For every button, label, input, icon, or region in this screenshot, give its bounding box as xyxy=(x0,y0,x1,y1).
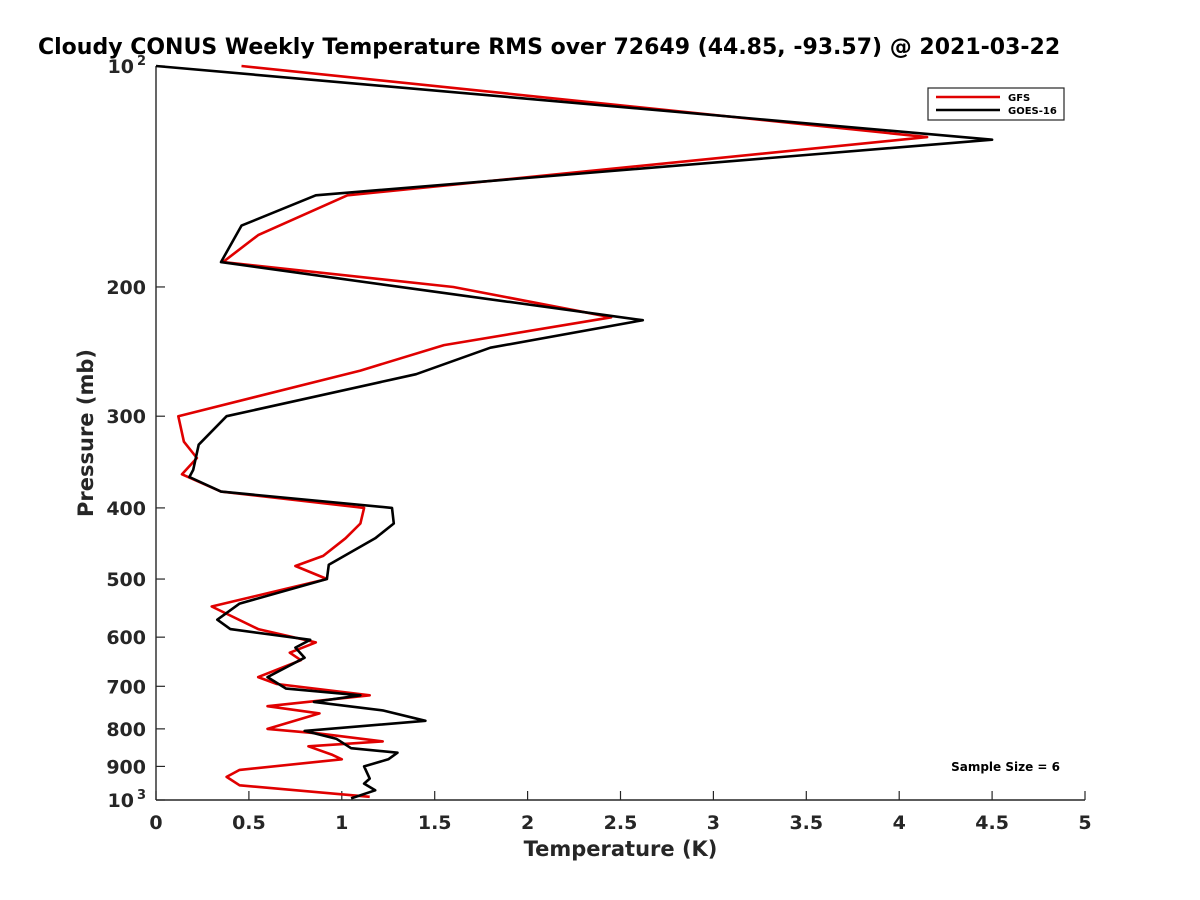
x-tick-label: 4.5 xyxy=(975,812,1009,834)
y-tick-label: 10 xyxy=(108,56,134,78)
legend-box xyxy=(927,87,1065,121)
y-tick-label: 500 xyxy=(106,569,146,591)
x-axis-ticks: 0 0.5 1 1.5 2 2.5 3 3.5 4 4.5 5 xyxy=(149,791,1092,834)
legend-label: GFS xyxy=(1008,93,1030,104)
x-tick-label: 5 xyxy=(1078,812,1091,834)
x-tick-label: 0.5 xyxy=(232,812,266,834)
legend-label: GOES-16 xyxy=(1008,106,1057,117)
y-tick-label: 700 xyxy=(106,676,146,698)
chart-title: Cloudy CONUS Weekly Temperature RMS over… xyxy=(38,35,1060,60)
x-tick-label: 2.5 xyxy=(604,812,638,834)
sample-size-annotation: Sample Size = 6 xyxy=(951,760,1060,774)
legend: GFS GOES-16 xyxy=(927,87,1065,121)
series-line-goes-16 xyxy=(155,64,994,800)
y-tick-exponent: 3 xyxy=(137,788,146,803)
y-tick-exponent: 2 xyxy=(137,54,146,69)
x-tick-label: 3.5 xyxy=(789,812,823,834)
data-series xyxy=(155,64,994,800)
x-tick-label: 3 xyxy=(707,812,720,834)
y-tick-label: 400 xyxy=(106,498,146,520)
y-tick-label: 300 xyxy=(106,406,146,428)
y-tick-label: 800 xyxy=(106,719,146,741)
x-tick-label: 4 xyxy=(893,812,906,834)
x-axis-title: Temperature (K) xyxy=(524,837,718,861)
y-tick-label: 10 xyxy=(108,790,134,812)
y-tick-label: 600 xyxy=(106,627,146,649)
x-tick-label: 2 xyxy=(521,812,534,834)
x-tick-label: 0 xyxy=(149,812,162,834)
y-tick-label: 200 xyxy=(106,277,146,299)
y-axis-title: Pressure (mb) xyxy=(74,349,98,517)
x-tick-label: 1 xyxy=(335,812,348,834)
y-tick-label: 900 xyxy=(106,756,146,778)
x-tick-label: 1.5 xyxy=(418,812,452,834)
